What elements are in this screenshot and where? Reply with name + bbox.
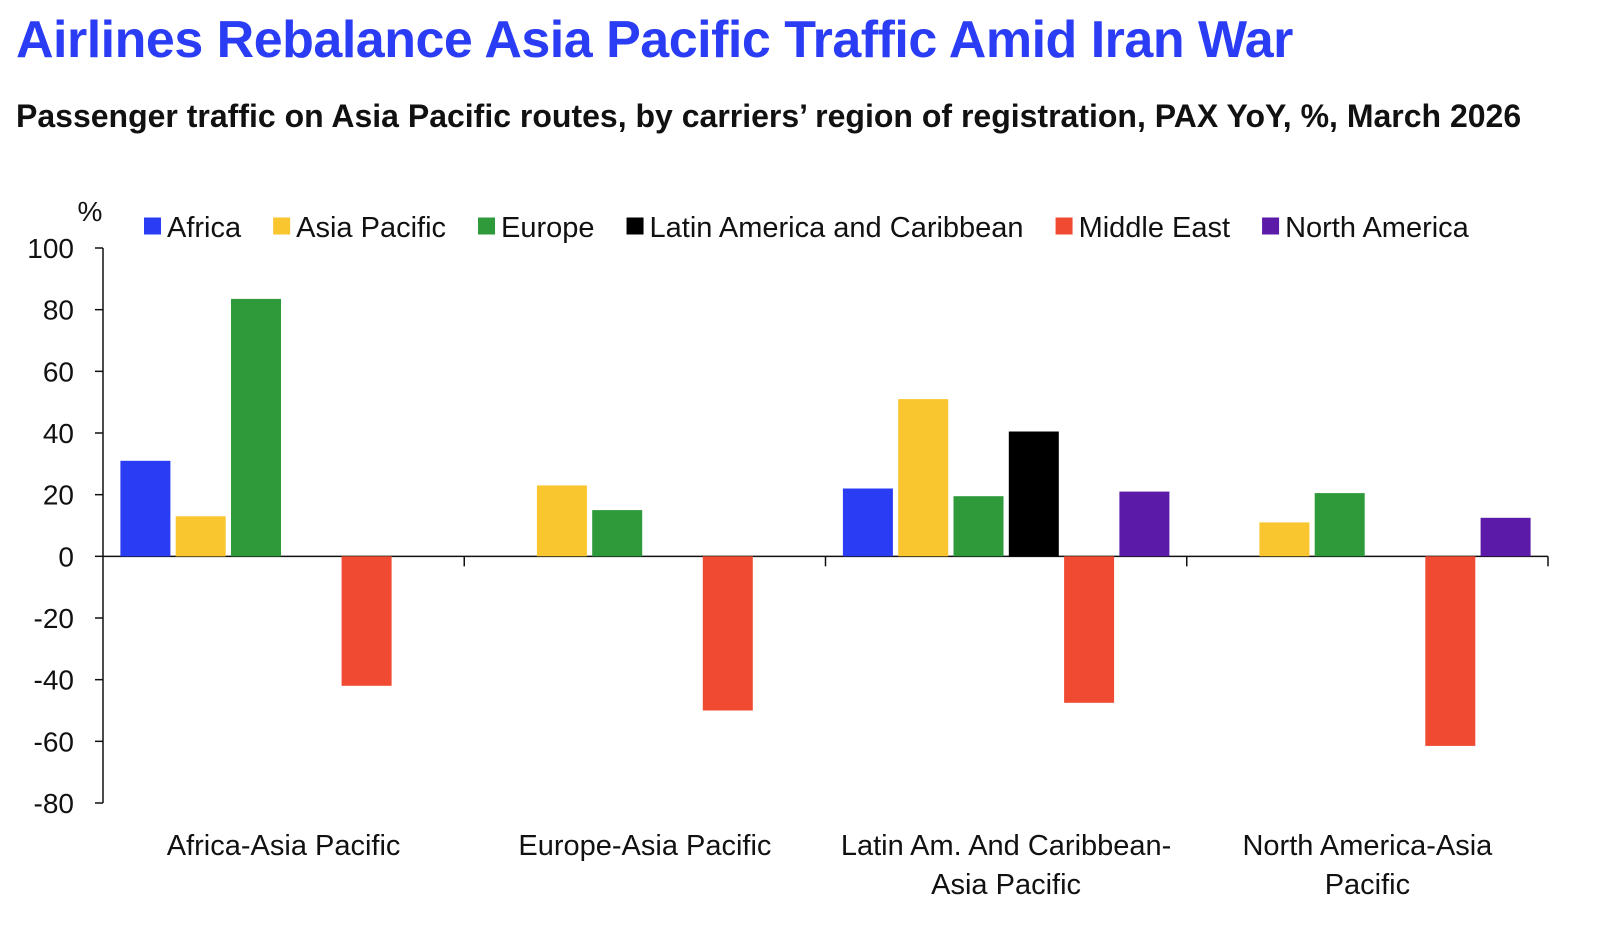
bar bbox=[1064, 556, 1115, 703]
bar bbox=[175, 516, 226, 557]
x-tick-label: Africa-Asia Pacific bbox=[167, 830, 401, 862]
y-tick-label: 0 bbox=[58, 541, 74, 572]
x-tick-label: Asia Pacific bbox=[931, 869, 1081, 901]
bar bbox=[953, 496, 1004, 557]
bar bbox=[898, 399, 949, 557]
legend: Africa Asia Pacific Europe Latin America an… bbox=[144, 212, 1470, 244]
bar bbox=[842, 488, 893, 557]
y-tick-label: -20 bbox=[34, 603, 74, 634]
y-tick-label: 40 bbox=[43, 418, 74, 449]
category-labels: Africa-Asia Pacific Europe-Asia Pacific La… bbox=[167, 830, 1493, 901]
bar bbox=[341, 556, 392, 686]
bar bbox=[1480, 517, 1531, 557]
legend-label: North America bbox=[1285, 212, 1470, 244]
y-tick-label: 60 bbox=[43, 356, 74, 387]
bar bbox=[536, 485, 587, 557]
y-tick-label: -60 bbox=[34, 726, 74, 757]
bar bbox=[1314, 493, 1365, 557]
y-tick-label: 20 bbox=[43, 480, 74, 511]
y-tick-label: 80 bbox=[43, 295, 74, 326]
legend-label: Latin America and Caribbean bbox=[650, 212, 1024, 244]
bar bbox=[1008, 431, 1059, 557]
legend-swatch bbox=[144, 217, 161, 235]
x-tick-label: Pacific bbox=[1325, 869, 1410, 901]
bar bbox=[1425, 556, 1476, 746]
bar bbox=[1259, 522, 1310, 557]
legend-label: Middle East bbox=[1079, 212, 1231, 244]
chart-subtitle: Passenger traffic on Asia Pacific routes… bbox=[16, 98, 1522, 134]
legend-item: Europe bbox=[478, 212, 595, 244]
legend-item: Middle East bbox=[1055, 212, 1231, 244]
bar-chart: Africa Asia Pacific Europe Latin America an… bbox=[27, 196, 1549, 901]
legend-label: Asia Pacific bbox=[296, 212, 446, 244]
legend-swatch bbox=[478, 217, 496, 235]
y-tick-label: 100 bbox=[27, 233, 74, 264]
axes: %100 80 60 40 20 0 -20 -40 -60 -80 bbox=[27, 196, 1549, 819]
chart-title: Airlines Rebalance Asia Pacific Traffic … bbox=[16, 11, 1293, 69]
legend-item: Latin America and Caribbean bbox=[626, 212, 1024, 244]
y-tick-label: -40 bbox=[34, 665, 74, 696]
y-axis-label: % bbox=[78, 196, 103, 227]
legend-item: Africa bbox=[144, 212, 242, 244]
y-tick-label: -80 bbox=[34, 788, 74, 819]
x-tick-label: Latin Am. And Caribbean- bbox=[841, 830, 1171, 862]
legend-swatch bbox=[1055, 217, 1073, 235]
x-tick-label: North America-Asia bbox=[1242, 830, 1493, 862]
legend-item: North America bbox=[1262, 212, 1470, 244]
x-tick-label: Europe-Asia Pacific bbox=[518, 830, 771, 862]
legend-swatch bbox=[626, 217, 644, 235]
bar bbox=[1119, 491, 1170, 557]
bar bbox=[592, 510, 643, 557]
legend-label: Europe bbox=[501, 212, 595, 244]
bars bbox=[120, 298, 1531, 746]
legend-swatch bbox=[1262, 217, 1280, 235]
bar bbox=[702, 556, 753, 711]
legend-label: Africa bbox=[167, 212, 242, 244]
legend-swatch bbox=[273, 217, 291, 235]
legend-item: Asia Pacific bbox=[273, 212, 446, 244]
bar bbox=[120, 460, 171, 557]
bar bbox=[231, 298, 281, 557]
